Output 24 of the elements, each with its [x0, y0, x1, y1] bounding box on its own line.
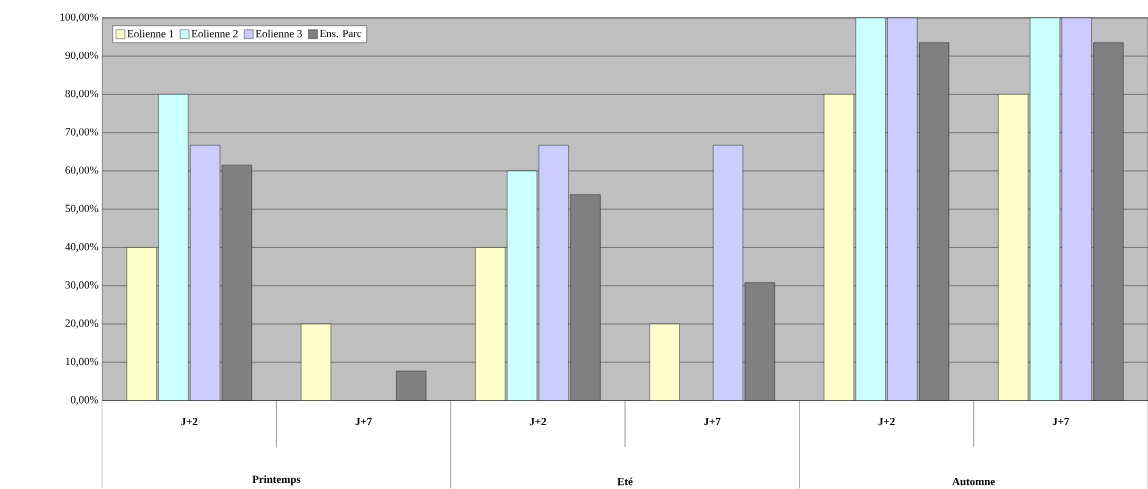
y-tick-label: 50,00% — [65, 204, 99, 214]
y-tick-label: 80,00% — [65, 90, 99, 99]
x-tick-label: J+2 — [878, 418, 895, 426]
y-tick-label: 90,00% — [65, 51, 99, 61]
y-tick-label: 30,00% — [65, 281, 99, 291]
x-tick-label: J+2 — [529, 418, 546, 426]
text: Eté — [617, 477, 633, 486]
y-tick-label: 10,00% — [65, 357, 99, 367]
x-tick-label: J+7 — [704, 418, 721, 426]
y-tick-label: 70,00% — [65, 128, 99, 138]
y-tick-label: 0,00% — [70, 396, 99, 406]
legend-label: Eolienne 1 — [127, 29, 174, 38]
legend-label: Ens. Parc — [319, 30, 362, 38]
legend-label: Eolienne 3 — [255, 29, 302, 38]
x-tick-label: J+7 — [355, 418, 372, 426]
text: Automne — [952, 478, 995, 486]
y-tick-label: 40,00% — [65, 243, 99, 253]
legend-label: Eolienne 2 — [191, 29, 238, 38]
text: Printemps — [252, 475, 301, 486]
y-tick-label: 60,00% — [65, 166, 99, 176]
y-tick-label: 100,00% — [60, 13, 99, 23]
x-tick-label: J+7 — [1052, 418, 1070, 426]
x-tick-label: J+2 — [181, 418, 198, 426]
y-tick-label: 20,00% — [65, 319, 99, 329]
